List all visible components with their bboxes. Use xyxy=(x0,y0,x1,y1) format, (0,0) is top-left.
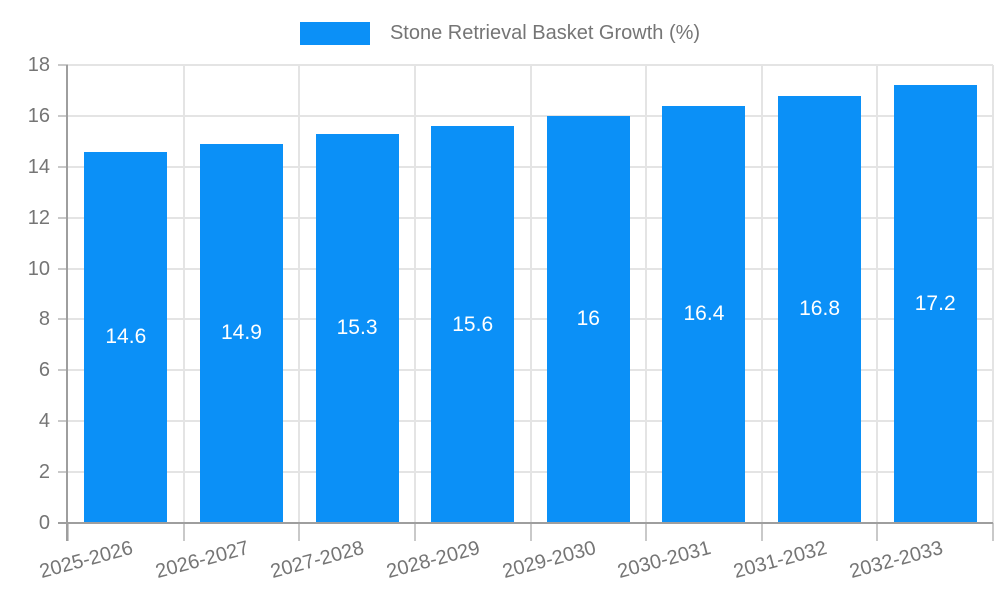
bar[interactable]: 16.4 xyxy=(662,105,746,523)
y-axis-tick xyxy=(58,318,68,321)
x-axis-tick xyxy=(182,523,185,541)
plot-area: 14.6 14.9 15.3 15.6 16 16.4 16.8 17.2 xyxy=(68,64,994,523)
bar-value-label: 16.8 xyxy=(799,297,840,321)
bar-value-label: 15.3 xyxy=(336,316,378,340)
y-tick-label: 6 xyxy=(38,359,50,382)
bar[interactable]: 15.6 xyxy=(431,126,515,523)
x-axis-tick xyxy=(645,523,648,541)
gridline-vertical xyxy=(992,65,994,523)
x-axis-tick xyxy=(413,523,416,541)
bar[interactable]: 14.9 xyxy=(199,143,283,523)
y-axis-tick xyxy=(58,471,68,474)
bar[interactable]: 15.3 xyxy=(315,133,399,523)
y-axis-tick xyxy=(58,216,68,219)
y-tick-label: 2 xyxy=(38,461,50,484)
bar-value-label: 16.4 xyxy=(683,302,725,326)
y-axis-tick xyxy=(58,369,68,372)
gridline-vertical xyxy=(645,65,648,523)
x-axis-tick xyxy=(298,523,301,541)
bar[interactable]: 16.8 xyxy=(778,95,862,523)
x-axis-tick xyxy=(67,523,69,541)
bar[interactable]: 14.6 xyxy=(84,151,168,523)
x-tick-label: 2026-2027 xyxy=(153,537,252,584)
y-tick-label: 16 xyxy=(27,104,50,127)
y-axis-line xyxy=(66,65,68,541)
x-tick-label: 2025-2026 xyxy=(37,537,136,584)
legend-swatch-icon xyxy=(299,22,370,45)
gridline-vertical xyxy=(529,65,532,523)
x-axis-tick xyxy=(992,523,994,541)
y-tick-label: 0 xyxy=(38,512,50,534)
x-tick-label: 2027-2028 xyxy=(268,537,367,584)
x-tick-label: 2029-2030 xyxy=(499,537,599,584)
bar-value-label: 14.9 xyxy=(221,321,262,345)
x-tick-label: 2030-2031 xyxy=(615,537,714,584)
y-axis-tick xyxy=(58,64,68,66)
y-axis-tick xyxy=(58,114,68,117)
bar-value-label: 14.6 xyxy=(105,325,147,349)
y-tick-label: 12 xyxy=(27,206,50,229)
gridline-vertical xyxy=(760,65,763,523)
y-tick-label: 18 xyxy=(27,54,50,76)
y-axis-tick xyxy=(58,267,68,270)
x-tick-label: 2028-2029 xyxy=(384,537,483,584)
y-tick-label: 4 xyxy=(38,410,50,433)
legend-item[interactable]: Stone Retrieval Basket Growth (%) xyxy=(0,22,1000,45)
bar-value-label: 17.2 xyxy=(914,292,956,316)
y-axis-tick xyxy=(58,420,68,423)
x-axis-tick xyxy=(529,523,532,541)
gridline-vertical xyxy=(182,65,185,523)
gridline-vertical xyxy=(298,65,301,523)
bar-value-label: 15.6 xyxy=(452,312,494,336)
bar-value-label: 16 xyxy=(576,307,600,331)
x-tick-label: 2032-2033 xyxy=(846,537,945,584)
y-tick-label: 8 xyxy=(38,308,50,331)
y-tick-label: 10 xyxy=(27,257,50,280)
x-axis-tick xyxy=(760,523,763,541)
x-tick-label: 2031-2032 xyxy=(731,537,830,584)
gridline-vertical xyxy=(413,65,416,523)
y-axis-tick xyxy=(58,165,68,168)
legend-label: Stone Retrieval Basket Growth (%) xyxy=(389,22,701,44)
x-axis-line xyxy=(58,522,993,524)
bar[interactable]: 16 xyxy=(546,115,630,523)
x-axis-tick xyxy=(876,523,879,541)
bar[interactable]: 17.2 xyxy=(893,85,977,523)
y-tick-label: 14 xyxy=(27,155,50,178)
gridline-vertical xyxy=(876,65,879,523)
